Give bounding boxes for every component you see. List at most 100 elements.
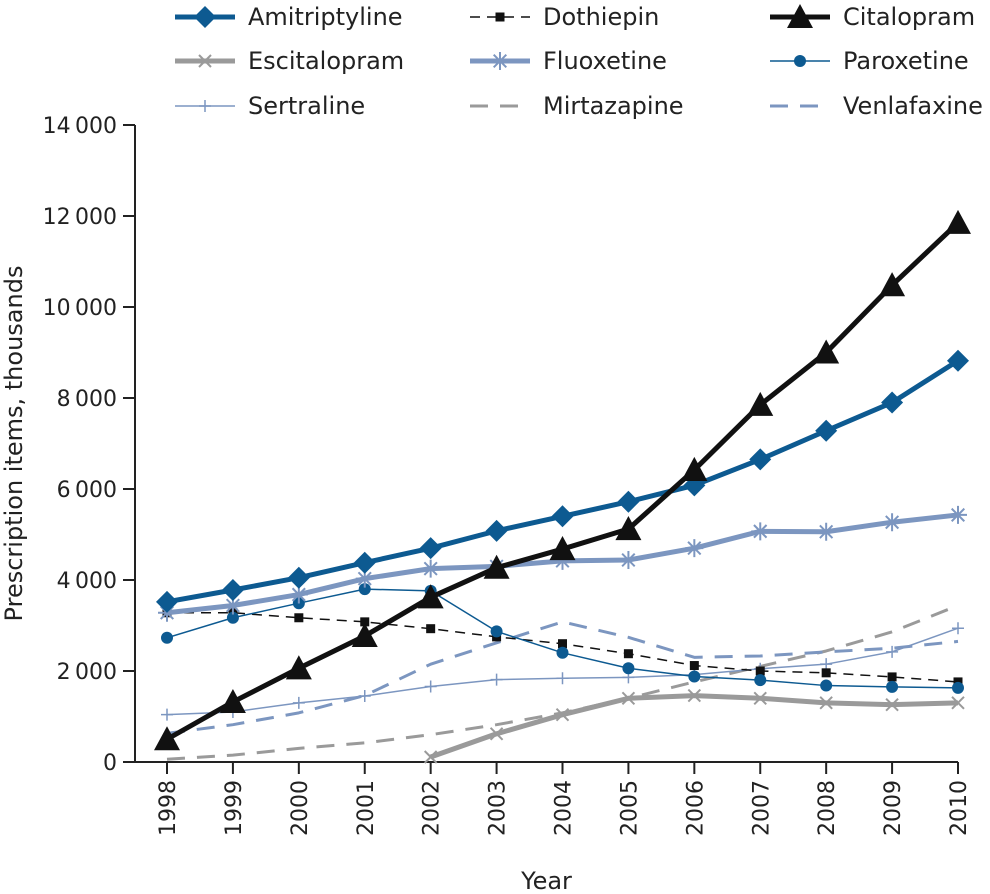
data-point-citalopram	[945, 209, 971, 234]
data-point-escitalopram	[423, 750, 438, 764]
data-point-paroxetine	[556, 646, 569, 659]
data-point-amitriptyline	[419, 537, 442, 560]
y-tick-label: 2 000	[57, 660, 117, 685]
data-point-dothiepin	[360, 617, 370, 627]
y-tick-label: 12 000	[43, 205, 117, 230]
data-point-amitriptyline	[617, 490, 640, 513]
x-tick-label: 2003	[486, 780, 511, 836]
data-point-paroxetine	[226, 611, 239, 624]
data-point-paroxetine	[490, 625, 503, 638]
data-point-amitriptyline	[881, 391, 904, 414]
series-line-escitalopram	[429, 693, 959, 760]
y-tick-label: 14 000	[43, 114, 117, 139]
data-point-amitriptyline	[485, 519, 508, 542]
x-tick-label: 2000	[288, 780, 313, 836]
data-point-paroxetine	[161, 631, 173, 644]
data-point-citalopram	[483, 554, 510, 579]
legend-label: Fluoxetine	[543, 47, 667, 75]
data-point-citalopram	[417, 584, 444, 609]
data-point-escitalopram	[753, 691, 767, 706]
series-escitalopram	[423, 688, 965, 764]
data-point-citalopram	[681, 456, 708, 481]
data-point-sertraline	[292, 696, 305, 709]
data-point-dothiepin	[426, 624, 436, 634]
x-tick-label: 2008	[815, 780, 840, 836]
y-tick-label: 10 000	[43, 296, 117, 321]
plot-area	[154, 209, 971, 764]
x-tick-label: 2009	[881, 780, 906, 836]
x-tick-label: 2006	[683, 780, 708, 836]
data-point-fluoxetine	[685, 539, 704, 558]
data-point-paroxetine	[754, 674, 767, 687]
data-point-escitalopram	[885, 697, 899, 712]
data-point-escitalopram	[819, 696, 833, 710]
data-point-citalopram	[351, 622, 378, 648]
legend-marker-paroxetine	[794, 55, 806, 67]
data-point-dothiepin	[821, 668, 831, 678]
x-tick-label: 2010	[947, 780, 972, 836]
data-point-citalopram	[879, 272, 906, 297]
data-point-fluoxetine	[817, 522, 836, 541]
x-tick-label: 2004	[552, 780, 577, 836]
data-point-sertraline	[490, 673, 503, 686]
x-axis-label: Year	[520, 867, 572, 894]
data-point-sertraline	[161, 708, 173, 721]
y-ticks: 0 2 000 4 000 6 000 8 000 10 000 12 000 14 000	[43, 114, 135, 776]
data-point-sertraline	[424, 680, 437, 693]
data-point-amitriptyline	[749, 448, 772, 471]
data-point-paroxetine	[952, 681, 964, 694]
data-point-citalopram	[747, 391, 774, 416]
data-point-sertraline	[556, 672, 569, 685]
data-point-fluoxetine	[883, 513, 902, 532]
legend-item-sertraline: Sertraline	[175, 92, 365, 120]
legend-item-amitriptyline: Amitriptyline	[175, 3, 403, 31]
data-point-citalopram	[615, 516, 642, 541]
data-point-citalopram	[813, 339, 840, 364]
x-ticks: 1998 1999 2000 2001 2002 2003 2004 2005 2006 2007…	[156, 762, 972, 836]
data-point-paroxetine	[820, 679, 833, 692]
data-point-escitalopram	[489, 727, 504, 741]
legend: Amitriptyline Dothiepin Citalopram Escitalo…	[175, 3, 983, 120]
data-point-dothiepin	[887, 672, 897, 682]
legend-marker-amitriptyline	[194, 6, 216, 28]
data-point-fluoxetine	[553, 551, 572, 570]
legend-label: Mirtazapine	[543, 92, 684, 120]
x-tick-label: 2002	[420, 780, 445, 836]
data-point-dothiepin	[689, 661, 699, 671]
data-point-fluoxetine	[355, 569, 374, 588]
data-point-fluoxetine	[223, 596, 242, 615]
x-tick-label: 2007	[749, 780, 774, 836]
legend-item-venlafaxine: Venlafaxine	[770, 92, 983, 120]
data-point-fluoxetine	[289, 585, 308, 604]
legend-item-mirtazapine: Mirtazapine	[470, 92, 684, 120]
data-point-dothiepin	[294, 613, 304, 623]
legend-label: Escitalopram	[248, 47, 404, 75]
data-point-fluoxetine	[619, 550, 638, 569]
data-point-sertraline	[820, 658, 833, 671]
data-point-fluoxetine	[949, 505, 967, 524]
series-line-venlafaxine	[166, 620, 959, 735]
data-point-citalopram	[285, 655, 312, 680]
legend-item-escitalopram: Escitalopram	[175, 47, 404, 75]
data-point-paroxetine	[358, 583, 371, 596]
data-point-citalopram	[219, 688, 246, 713]
x-tick-label: 1999	[222, 780, 247, 836]
x-tick-label: 2001	[354, 780, 379, 836]
data-point-amitriptyline	[156, 590, 178, 613]
data-point-escitalopram	[951, 696, 965, 710]
series-venlafaxine	[166, 620, 959, 735]
legend-label: Paroxetine	[843, 47, 969, 75]
legend-marker-sertraline	[199, 100, 211, 112]
legend-marker-fluoxetine	[491, 52, 509, 70]
y-tick-label: 8 000	[57, 387, 117, 412]
data-point-amitriptyline	[551, 505, 574, 528]
data-point-paroxetine	[886, 680, 899, 693]
legend-item-dothiepin: Dothiepin	[470, 3, 659, 31]
legend-item-citalopram: Citalopram	[770, 3, 975, 31]
x-tick-label: 2005	[617, 780, 642, 836]
data-point-escitalopram	[687, 688, 702, 703]
series-sertraline	[161, 622, 964, 721]
legend-item-fluoxetine: Fluoxetine	[470, 47, 667, 75]
data-point-dothiepin	[755, 666, 765, 676]
